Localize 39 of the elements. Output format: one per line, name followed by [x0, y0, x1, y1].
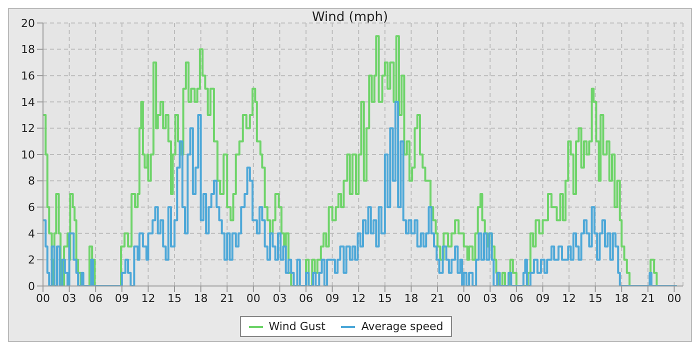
x-tick-label: 12: [141, 292, 156, 305]
x-tick-label: 06: [509, 292, 524, 305]
x-tick-label: 03: [62, 292, 76, 305]
x-tick-label: 03: [272, 292, 287, 305]
y-tick-label: 16: [21, 70, 35, 83]
legend-label: Average speed: [360, 320, 444, 333]
x-tick-label: 09: [114, 292, 129, 305]
x-tick-label: 06: [88, 292, 103, 305]
x-tick-label: 12: [352, 292, 366, 305]
x-tick-label: 21: [430, 292, 445, 305]
x-tick-label: 09: [536, 292, 550, 305]
y-tick-label: 14: [21, 96, 35, 109]
x-tick-label: 18: [614, 292, 629, 305]
x-tick-label: 18: [194, 292, 208, 305]
x-tick-label: 12: [562, 292, 576, 305]
x-tick-label: 15: [168, 292, 182, 305]
x-tick-label: 21: [220, 292, 234, 305]
x-tick-label: 18: [404, 292, 418, 305]
y-tick-label: 8: [28, 174, 35, 188]
x-tick-label: 00: [667, 292, 682, 305]
y-tick-label: 2: [28, 254, 35, 267]
legend-label: Wind Gust: [268, 320, 326, 333]
y-tick-label: 0: [28, 280, 35, 293]
x-tick-label: 15: [378, 292, 392, 305]
y-tick-label: 10: [21, 148, 35, 162]
x-tick-label: 15: [588, 292, 602, 305]
x-tick-label: 03: [483, 292, 498, 305]
y-tick-label: 20: [21, 16, 35, 30]
y-tick-label: 4: [28, 227, 35, 240]
x-tick-label: 00: [246, 292, 260, 305]
y-tick-label: 18: [21, 43, 35, 56]
x-tick-label: 06: [299, 292, 314, 305]
x-tick-label: 00: [36, 292, 50, 305]
y-tick-label: 12: [21, 122, 35, 136]
x-tick-label: 21: [640, 292, 655, 305]
x-tick-label: 00: [456, 292, 471, 305]
x-tick-label: 09: [325, 292, 340, 305]
y-tick-label: 6: [28, 201, 35, 214]
chart-title: Wind (mph): [312, 10, 388, 25]
